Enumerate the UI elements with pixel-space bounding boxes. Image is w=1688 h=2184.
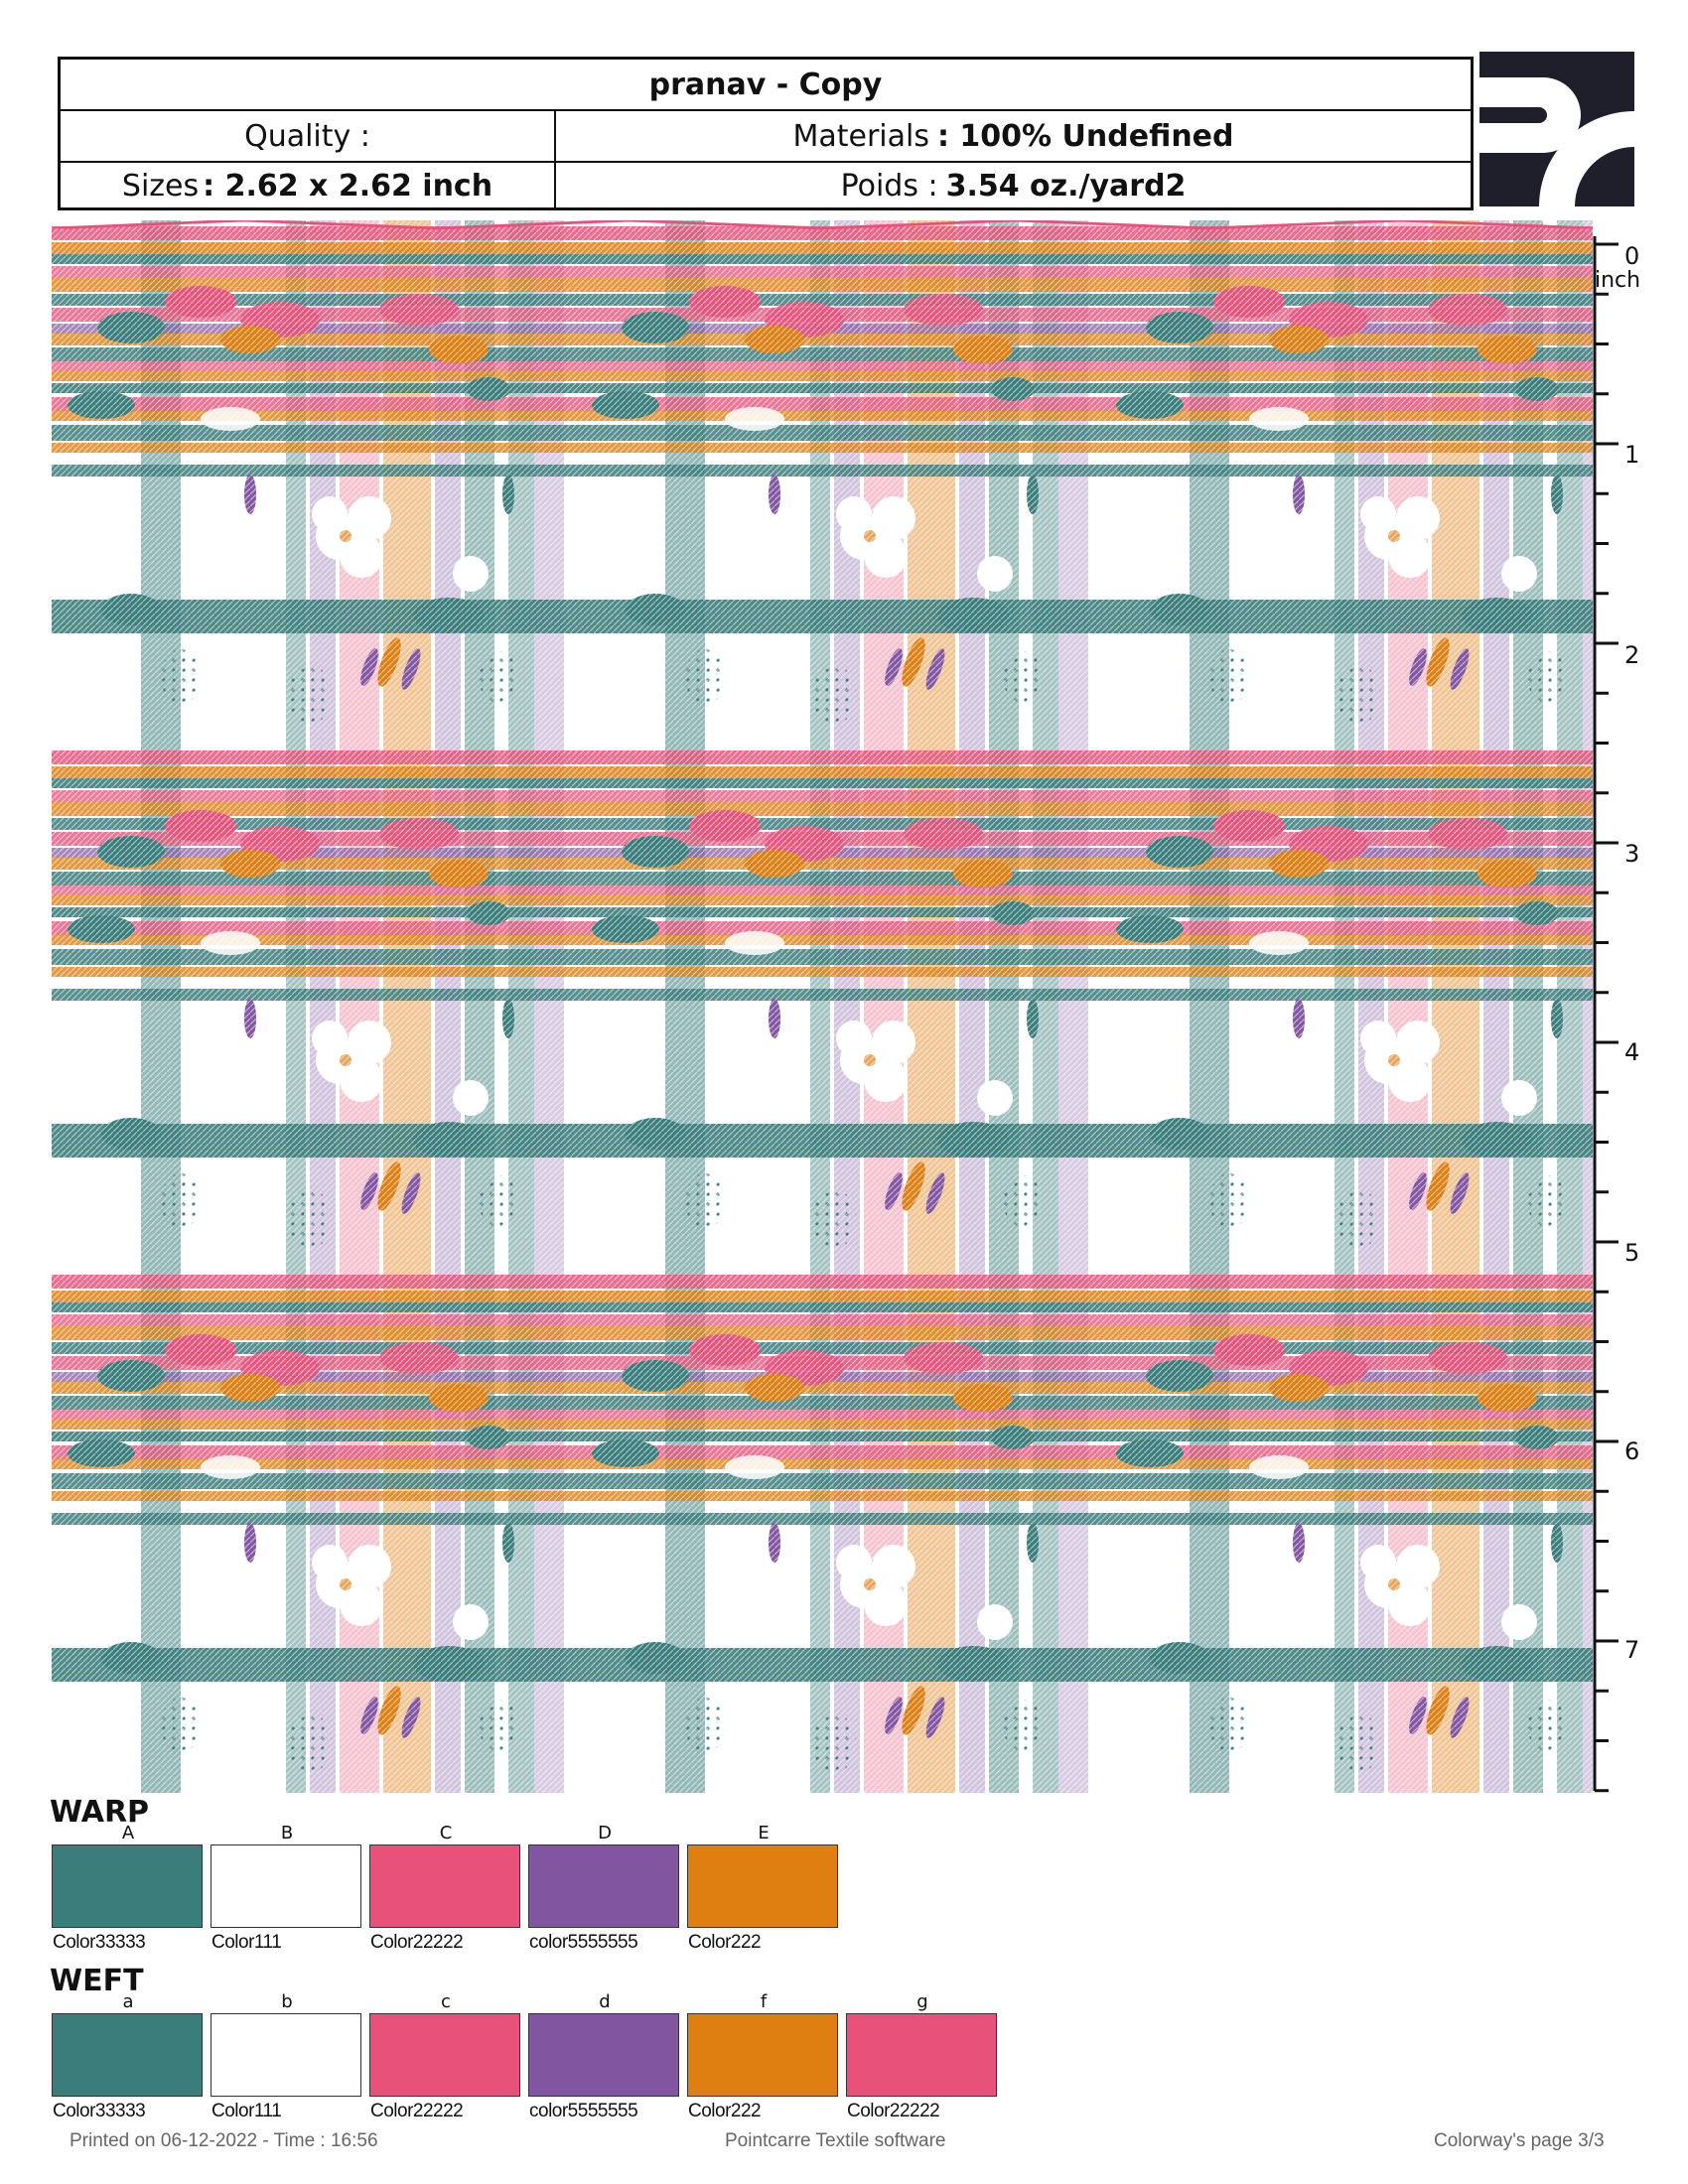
swatch-letter: D	[598, 1823, 612, 1843]
sizes-label: Sizes	[121, 168, 200, 204]
sizes-value: : 2.62 x 2.62 inch	[203, 168, 493, 204]
weft-color-f: f Color222	[687, 1991, 840, 2122]
swatch-letter: B	[280, 1823, 294, 1843]
swatch-name: Color222	[688, 1932, 762, 1953]
swatch-name: Color33333	[53, 1932, 146, 1953]
page-number: Colorway's page 3/3	[1434, 2130, 1605, 2151]
materials-value: : 100% Undefined	[936, 118, 1234, 154]
color-swatch	[687, 1844, 838, 1928]
color-swatch	[52, 1844, 203, 1928]
swatch-letter: b	[281, 1991, 293, 2012]
color-swatch	[846, 2013, 997, 2097]
header-table: pranav - Copy Quality : Materials : 100%…	[58, 57, 1474, 210]
weft-color-c: c Color22222	[369, 1991, 522, 2122]
header-quality-row: Quality : Materials : 100% Undefined	[61, 111, 1471, 163]
color-swatch	[528, 1844, 679, 1928]
pointcarre-logo	[1479, 52, 1634, 206]
swatch-letter: g	[916, 1991, 928, 2012]
swatch-letter: f	[760, 1991, 768, 2012]
ruler-label-1: 1	[1624, 441, 1640, 469]
warp-color-C: C Color22222	[369, 1823, 522, 1954]
ruler-label-3: 3	[1624, 840, 1640, 868]
swatch-letter: d	[599, 1991, 611, 2012]
swatch-name: Color33333	[53, 2101, 146, 2121]
warp-color-B: B Color111	[211, 1823, 363, 1954]
swatch-name: color5555555	[529, 1932, 638, 1953]
ruler-unit: inch	[1595, 268, 1641, 293]
swatch-letter: C	[439, 1823, 453, 1843]
swatch-name: Color22222	[370, 2101, 464, 2121]
inch-ruler	[1593, 236, 1618, 1793]
ruler-label-0: 0	[1624, 242, 1640, 270]
design-title: pranav - Copy	[648, 67, 883, 102]
swatch-name: Color22222	[847, 2101, 940, 2121]
header-title-row: pranav - Copy	[61, 60, 1471, 111]
color-swatch	[211, 2013, 361, 2097]
color-swatch	[369, 2013, 520, 2097]
swatch-letter: a	[122, 1991, 134, 2012]
weft-color-b: b Color111	[211, 1991, 363, 2122]
swatch-letter: E	[758, 1823, 770, 1843]
poids-value: 3.54 oz./yard2	[945, 168, 1187, 204]
color-swatch	[369, 1844, 520, 1928]
ruler-label-5: 5	[1624, 1239, 1640, 1267]
swatch-name: color5555555	[529, 2101, 638, 2121]
printed-date: Printed on 06-12-2022 - Time : 16:56	[70, 2130, 378, 2151]
weft-color-a: a Color33333	[52, 1991, 205, 2122]
color-swatch	[52, 2013, 203, 2097]
software-name: Pointcarre Textile software	[725, 2130, 946, 2151]
ruler-label-4: 4	[1624, 1038, 1640, 1066]
swatch-name: Color222	[688, 2101, 762, 2121]
ruler-label-6: 6	[1624, 1437, 1640, 1465]
fabric-swatch-image	[52, 220, 1593, 1795]
color-swatch	[687, 2013, 838, 2097]
quality-label: Quality :	[61, 111, 556, 161]
swatch-name: Color22222	[370, 1932, 464, 1953]
ruler-label-7: 7	[1624, 1636, 1640, 1664]
weft-color-g: g Color22222	[846, 1991, 999, 2122]
sizes-cell: Sizes : 2.62 x 2.62 inch	[61, 163, 556, 208]
materials-label: Materials	[792, 118, 929, 154]
swatch-name: Color111	[211, 1932, 282, 1953]
poids-label: Poids :	[840, 168, 938, 204]
materials-cell: Materials : 100% Undefined	[556, 111, 1471, 161]
swatch-name: Color111	[211, 2101, 282, 2121]
color-swatch	[528, 2013, 679, 2097]
warp-color-E: E Color222	[687, 1823, 840, 1954]
ruler-label-2: 2	[1624, 641, 1640, 669]
swatch-letter: c	[441, 1991, 451, 2012]
warp-color-A: A Color33333	[52, 1823, 205, 1954]
color-swatch	[211, 1844, 361, 1928]
header-sizes-row: Sizes : 2.62 x 2.62 inch Poids : 3.54 oz…	[61, 163, 1471, 208]
poids-cell: Poids : 3.54 oz./yard2	[556, 163, 1471, 208]
weft-color-d: d color5555555	[528, 1991, 681, 2122]
swatch-letter: A	[121, 1823, 135, 1843]
weft-title: WEFT	[50, 1964, 144, 1998]
warp-title: WARP	[50, 1795, 150, 1830]
